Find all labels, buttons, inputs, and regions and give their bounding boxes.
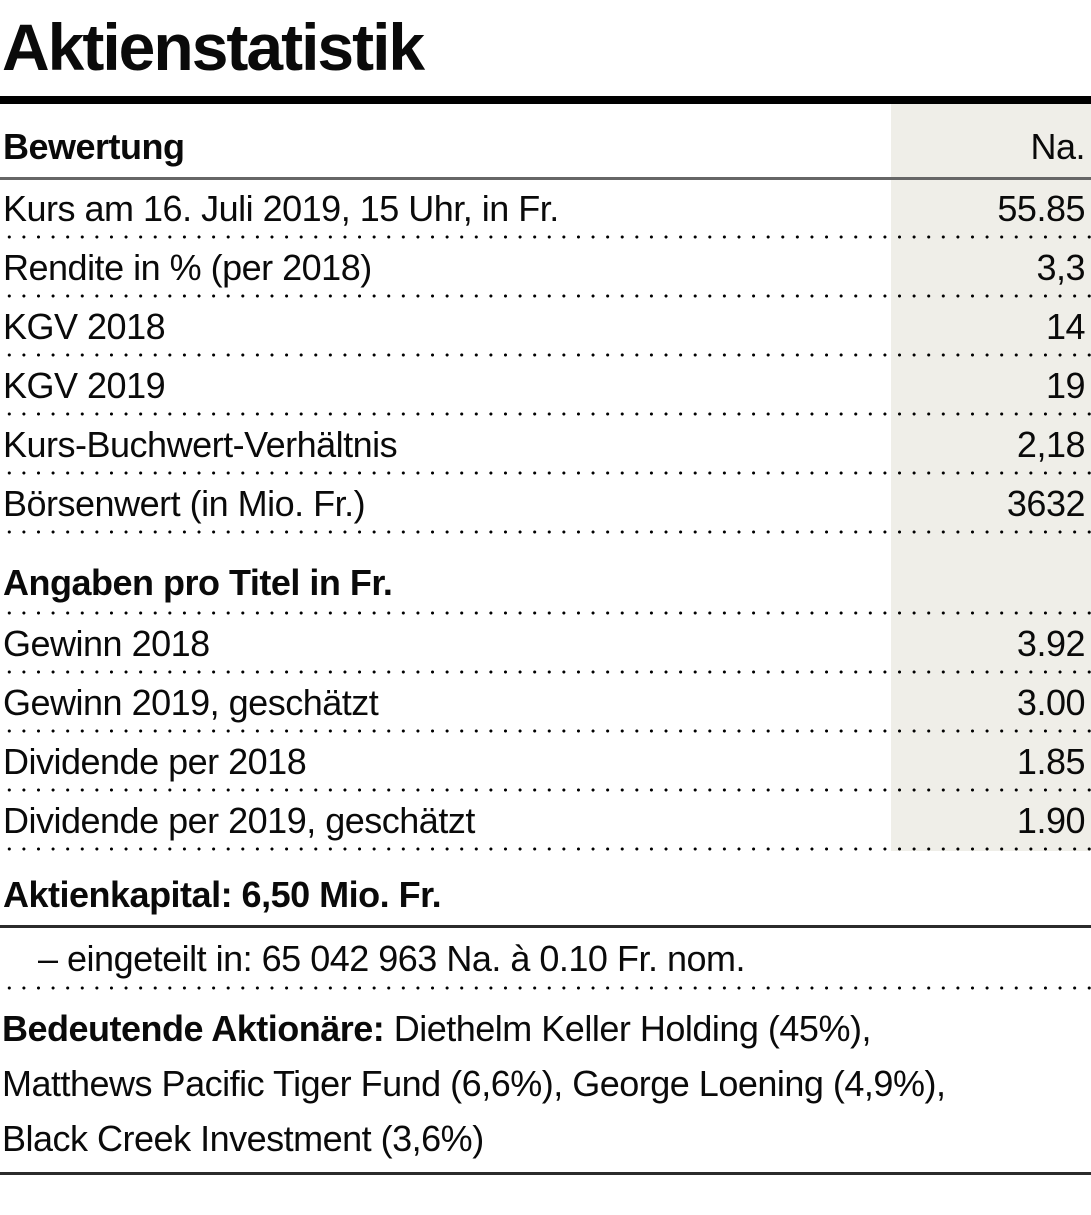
row-value: 55.85 xyxy=(997,187,1085,229)
table-row: Kurs am 16. Juli 2019, 15 Uhr, in Fr. 55… xyxy=(0,180,1091,239)
column-header-bewertung: Bewertung xyxy=(3,126,185,167)
table-row: Dividende per 2018 1.85 xyxy=(0,733,1091,792)
row-label: Börsenwert (in Mio. Fr.) xyxy=(3,482,366,524)
statistics-table: Bewertung Na. Kurs am 16. Juli 2019, 15 … xyxy=(0,104,1091,851)
row-value: 2,18 xyxy=(1016,423,1086,465)
row-label: Gewinn 2019, geschätzt xyxy=(3,681,379,723)
row-value: 14 xyxy=(1045,305,1086,347)
row-value: 3632 xyxy=(1006,482,1086,524)
table-row: Rendite in % (per 2018) 3,3 xyxy=(0,239,1091,298)
row-value: 3,3 xyxy=(1036,246,1085,288)
bottom-rule xyxy=(0,1172,1091,1175)
row-value: 3.00 xyxy=(1016,681,1086,723)
row-label: Dividende per 2018 xyxy=(3,740,307,782)
shareholders-label: Bedeutende Aktionäre: xyxy=(2,1008,385,1049)
shareholders-line1-rest: Diethelm Keller Holding (45%), xyxy=(384,1008,872,1049)
row-label: KGV 2019 xyxy=(3,364,166,406)
table-row: Kurs-Buchwert-Verhältnis 2,18 xyxy=(0,416,1091,475)
capital-detail-row: – eingeteilt in: 65 042 963 Na. à 0.10 F… xyxy=(0,928,1091,990)
row-label: Kurs am 16. Juli 2019, 15 Uhr, in Fr. xyxy=(3,187,559,229)
shareholders-line: Matthews Pacific Tiger Fund (6,6%), Geor… xyxy=(2,1063,946,1104)
value-column-shade xyxy=(891,104,1091,851)
top-rule xyxy=(0,96,1091,104)
page-title: Aktienstatistik xyxy=(2,10,425,84)
shareholders-line: Bedeutende Aktionäre: Diethelm Keller Ho… xyxy=(2,1001,1091,1056)
capital-detail-text: – eingeteilt in: 65 042 963 Na. à 0.10 F… xyxy=(38,938,745,979)
stock-statistics-box: Aktienstatistik Bewertung Na. Kurs am 16… xyxy=(0,14,1091,1215)
table-row: Dividende per 2019, geschätzt 1.90 xyxy=(0,792,1091,851)
row-value: 19 xyxy=(1045,364,1086,406)
column-header-na: Na. xyxy=(1030,126,1085,167)
table-row: KGV 2019 19 xyxy=(0,357,1091,416)
row-label: Rendite in % (per 2018) xyxy=(3,246,372,288)
table-header-row: Bewertung Na. xyxy=(0,104,1091,180)
table-row: Gewinn 2019, geschätzt 3.00 xyxy=(0,674,1091,733)
capital-heading: Aktienkapital: 6,50 Mio. Fr. xyxy=(0,851,1091,928)
row-label: KGV 2018 xyxy=(3,305,166,347)
table-row: Börsenwert (in Mio. Fr.) 3632 xyxy=(0,475,1091,534)
row-value: 1.90 xyxy=(1016,799,1086,841)
table-row: KGV 2018 14 xyxy=(0,298,1091,357)
row-label: Gewinn 2018 xyxy=(3,622,210,664)
row-value: 3.92 xyxy=(1016,622,1086,664)
shareholders-paragraph: Bedeutende Aktionäre: Diethelm Keller Ho… xyxy=(2,1001,1091,1166)
table-row: Gewinn 2018 3.92 xyxy=(0,615,1091,674)
section-heading-label: Angaben pro Titel in Fr. xyxy=(3,562,393,603)
section-heading-per-share: Angaben pro Titel in Fr. xyxy=(0,534,1091,615)
capital-heading-text: Aktienkapital: 6,50 Mio. Fr. xyxy=(3,874,442,915)
shareholders-line: Black Creek Investment (3,6%) xyxy=(2,1118,484,1159)
row-label: Dividende per 2019, geschätzt xyxy=(3,799,475,841)
row-label: Kurs-Buchwert-Verhältnis xyxy=(3,423,398,465)
row-value: 1.85 xyxy=(1016,740,1086,782)
